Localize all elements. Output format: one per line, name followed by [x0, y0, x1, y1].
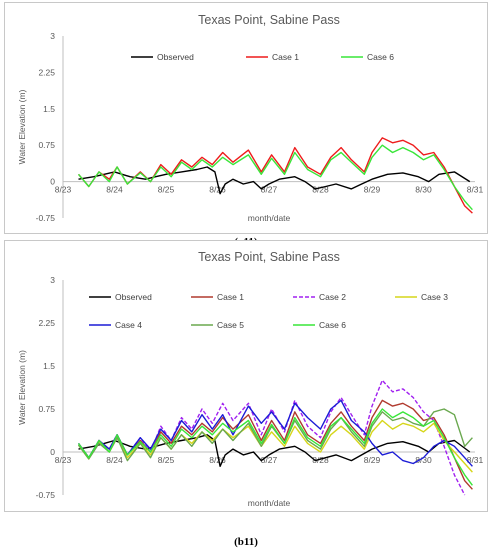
y-tick-label: -0.75	[36, 490, 56, 500]
y-axis-label: Water Elevation (m)	[17, 350, 27, 425]
legend-entry: Case 1	[272, 52, 299, 62]
x-axis-label: month/date	[248, 498, 291, 508]
x-tick-label: 8/27	[261, 185, 278, 195]
x-tick-label: 8/24	[106, 455, 123, 465]
y-tick-label: 0.75	[38, 140, 55, 150]
series-line-case-2	[77, 379, 466, 496]
x-tick-label: 8/27	[261, 455, 278, 465]
legend-entry: Case 5	[217, 320, 244, 330]
x-tick-label: 8/29	[364, 185, 381, 195]
legend-entry: Case 6	[367, 52, 394, 62]
chart-b11-svg: Texas Point, Sabine Pass -0.75 0 0.75 1.5 2.2…	[17, 250, 484, 508]
legend-entry: Case 6	[319, 320, 346, 330]
legend-entry: Observed	[157, 52, 194, 62]
x-tick-label: 8/28	[312, 455, 329, 465]
y-tick-label: 3	[50, 275, 55, 285]
series-line-case-6	[77, 408, 473, 486]
y-tick-label: 0	[50, 447, 55, 457]
legend-entry: Case 4	[115, 320, 142, 330]
y-tick-label: 3	[50, 31, 55, 41]
x-tick-label: 8/25	[158, 455, 175, 465]
x-tick-label: 8/28	[312, 185, 329, 195]
legend-entry: Case 3	[421, 292, 448, 302]
chart-panel-b11: Texas Point, Sabine Pass -0.75 0 0.75 1.5 2.2…	[4, 240, 488, 512]
chart-title: Texas Point, Sabine Pass	[198, 250, 340, 264]
y-tick-label: 2.25	[38, 318, 55, 328]
series-line-case-6	[77, 144, 473, 211]
chart-panel-a11: Texas Point, Sabine Pass -0.75 0 0.75 1.5 2.2…	[4, 2, 488, 234]
y-tick-label: 0.75	[38, 404, 55, 414]
x-tick-label: 8/30	[415, 455, 432, 465]
legend-entry: Case 1	[217, 292, 244, 302]
x-tick-label: 8/23	[55, 185, 72, 195]
x-tick-label: 8/24	[106, 185, 123, 195]
x-tick-label: 8/29	[364, 455, 381, 465]
x-axis-label: month/date	[248, 213, 291, 223]
x-tick-label: 8/31	[467, 455, 484, 465]
y-tick-label: 1.5	[43, 361, 55, 371]
x-tick-label: 8/26	[209, 455, 226, 465]
x-tick-label: 8/25	[158, 185, 175, 195]
caption-b11: (b11)	[234, 536, 258, 548]
x-tick-label: 8/26	[209, 185, 226, 195]
x-tick-label: 8/31	[467, 185, 484, 195]
y-tick-label: 0	[50, 177, 55, 187]
series-line-case-1	[77, 399, 473, 490]
chart-a11-svg: Texas Point, Sabine Pass -0.75 0 0.75 1.5 2.2…	[17, 13, 484, 223]
series-line-case-4	[77, 399, 473, 467]
y-tick-label: 2.25	[38, 67, 55, 77]
legend-entry: Case 2	[319, 292, 346, 302]
x-tick-label: 8/30	[415, 185, 432, 195]
chart-title: Texas Point, Sabine Pass	[198, 13, 340, 27]
y-tick-label: -0.75	[36, 213, 56, 223]
x-tick-label: 8/23	[55, 455, 72, 465]
y-tick-label: 1.5	[43, 104, 55, 114]
y-axis-label: Water Elevation (m)	[17, 89, 27, 164]
legend-entry: Observed	[115, 292, 152, 302]
